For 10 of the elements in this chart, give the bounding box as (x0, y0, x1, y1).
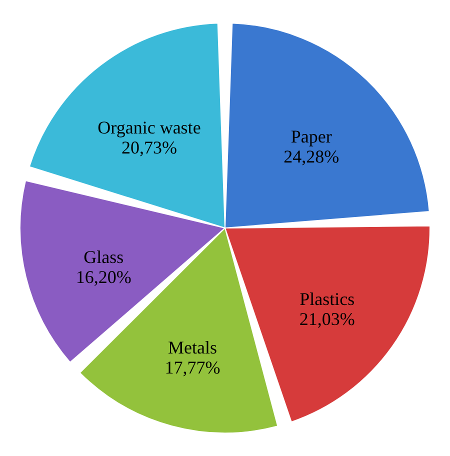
slice-label: Organic waste (98, 118, 201, 138)
slice-label: Plastics (300, 289, 355, 310)
slice-label: Paper (290, 126, 332, 147)
data-label: 21,03% (299, 309, 355, 330)
data-label: 17,77% (164, 358, 220, 378)
data-label: 20,73% (121, 138, 177, 158)
data-label: 16,20% (76, 266, 132, 287)
slice-label: Metals (168, 338, 217, 358)
data-label: 24,28% (284, 146, 340, 167)
slice-label: Glass (84, 246, 124, 267)
